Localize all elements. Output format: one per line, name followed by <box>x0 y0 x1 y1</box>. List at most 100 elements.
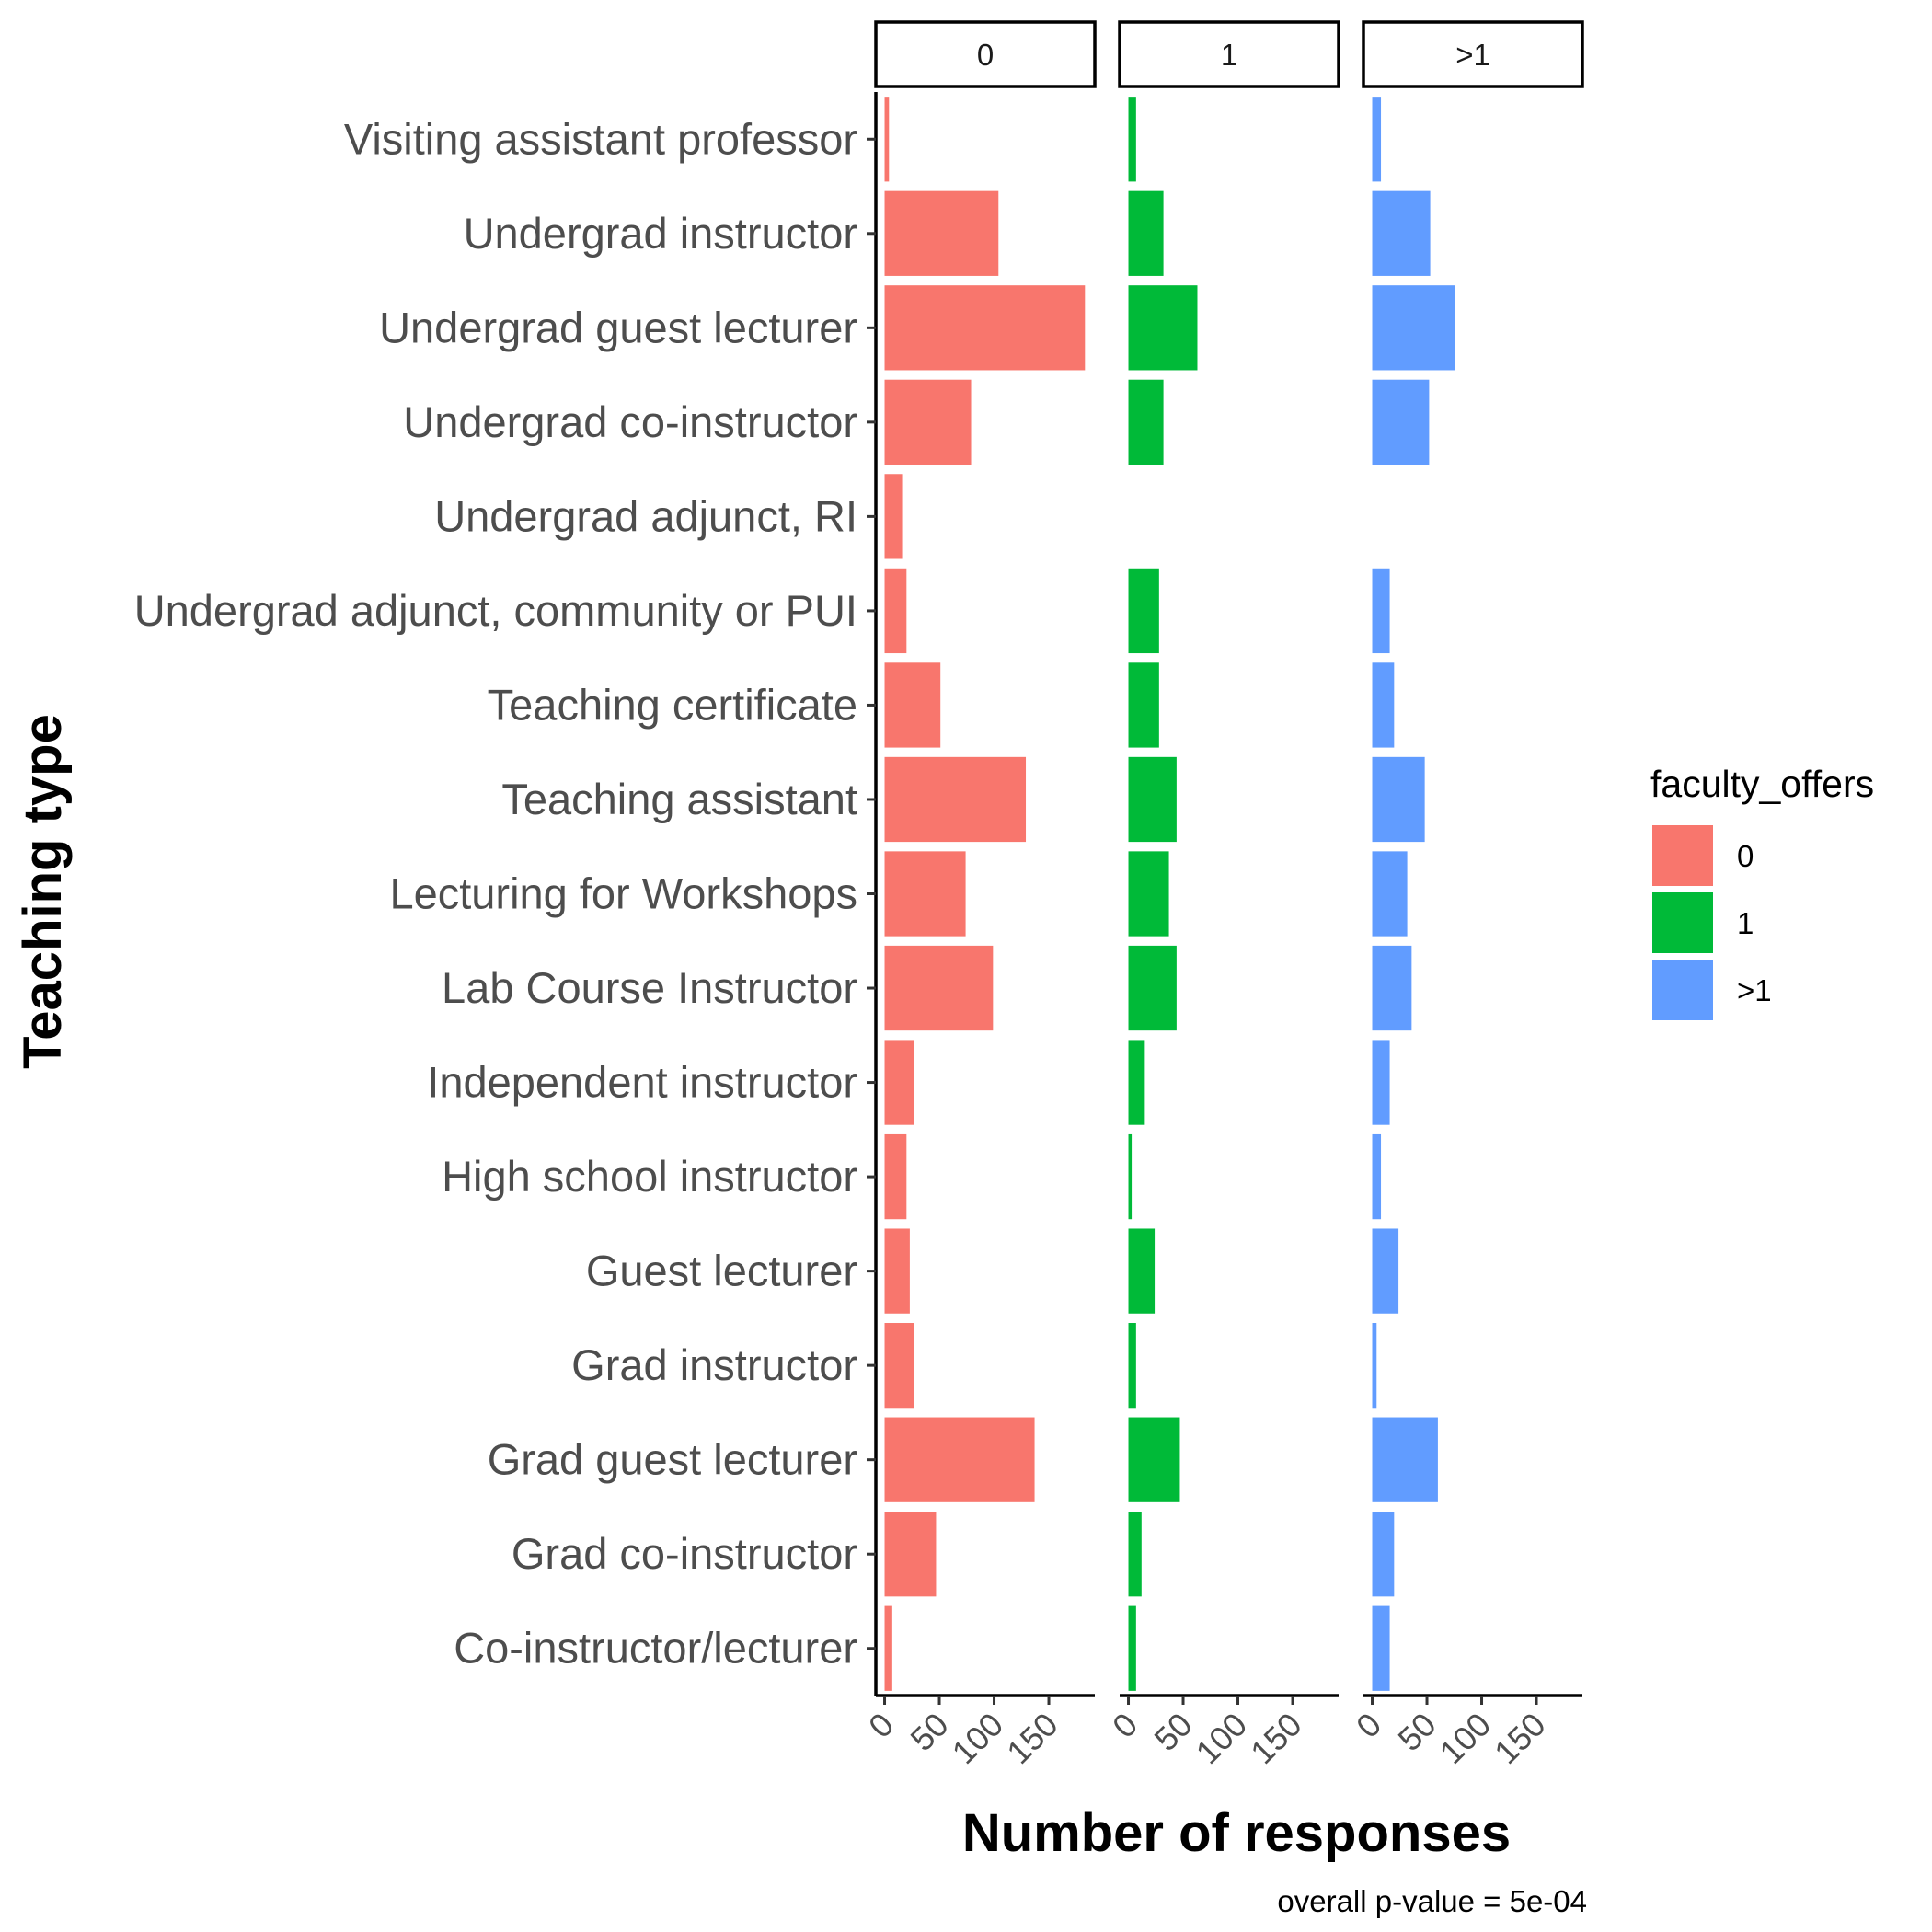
bar <box>1372 190 1431 276</box>
bar <box>1128 97 1136 182</box>
category-label: Lab Course Instructor <box>442 963 857 1012</box>
legend: faculty_offers 0 1 >1 <box>1650 763 1874 1020</box>
bar <box>1128 190 1164 276</box>
bar <box>884 945 994 1031</box>
bar <box>1128 662 1159 748</box>
bar <box>884 190 999 276</box>
x-axis-title: Number of responses <box>962 1803 1511 1863</box>
x-tick-label: 150 <box>1487 1706 1552 1771</box>
y-axis <box>867 92 878 1696</box>
category-label: Undergrad instructor <box>464 209 857 258</box>
facet-strip-box <box>874 20 1097 88</box>
y-axis-labels: Visiting assistant professor Undergrad in… <box>134 114 857 1672</box>
bar <box>884 474 903 559</box>
bar <box>1128 1417 1180 1502</box>
category-label: Grad guest lecturer <box>488 1435 857 1484</box>
bar <box>1372 1228 1399 1314</box>
legend-key <box>1652 825 1713 886</box>
bar <box>1372 1323 1377 1409</box>
bar <box>884 1323 914 1409</box>
bar <box>1372 1133 1382 1220</box>
category-label: Grad co-instructor <box>512 1529 857 1578</box>
bar <box>1372 1512 1395 1597</box>
bar <box>1128 1323 1136 1409</box>
bar <box>1128 945 1177 1031</box>
category-label: High school instructor <box>442 1152 857 1201</box>
bar <box>1128 379 1164 465</box>
category-label: Grad instructor <box>571 1340 857 1389</box>
category-label: Undergrad adjunct, community or PUI <box>134 586 857 635</box>
bars <box>884 97 1455 1691</box>
bar <box>1128 1228 1156 1314</box>
x-tick-label: 0 <box>1349 1706 1388 1745</box>
bar <box>1372 568 1390 654</box>
facet-strips: 0 1 >1 <box>874 20 1584 88</box>
bar <box>884 1228 910 1314</box>
bar <box>884 285 1086 371</box>
bar <box>1372 662 1395 748</box>
bar <box>884 662 941 748</box>
bar <box>1372 97 1382 182</box>
category-label: Guest lecturer <box>586 1247 857 1295</box>
legend-label: >1 <box>1737 973 1772 1007</box>
bar <box>884 97 890 182</box>
bar <box>884 1512 937 1597</box>
x-tick-label: 0 <box>1105 1706 1144 1745</box>
bar <box>884 379 972 465</box>
facet-strip: 0 <box>874 20 1097 88</box>
legend-title: faculty_offers <box>1650 763 1874 805</box>
bar <box>1372 851 1408 937</box>
category-label: Co-instructor/lecturer <box>454 1624 857 1673</box>
x-tick-label: 100 <box>945 1706 1010 1771</box>
bar <box>884 1040 914 1125</box>
bar <box>1128 568 1159 654</box>
bar <box>1128 1133 1133 1220</box>
legend-key <box>1652 960 1713 1020</box>
bar <box>884 1133 907 1220</box>
x-tick-label: 50 <box>1390 1706 1443 1758</box>
category-label: Teaching assistant <box>501 775 857 823</box>
facet-strip-label: >1 <box>1455 38 1490 72</box>
x-tick-label: 50 <box>1146 1706 1199 1758</box>
bar <box>1372 285 1455 371</box>
bar <box>884 1605 892 1691</box>
bar <box>884 568 907 654</box>
legend-key <box>1652 892 1713 953</box>
x-tick-label: 100 <box>1189 1706 1254 1771</box>
legend-label: 1 <box>1737 906 1754 940</box>
bar <box>1372 1417 1438 1502</box>
bar <box>1372 945 1412 1031</box>
category-label: Teaching certificate <box>488 680 857 729</box>
bar <box>1128 285 1198 371</box>
x-tick-label: 100 <box>1432 1706 1498 1771</box>
bar <box>884 1417 1035 1502</box>
x-tick-label: 50 <box>903 1706 955 1758</box>
category-label: Undergrad guest lecturer <box>379 303 857 351</box>
bar <box>1128 1512 1142 1597</box>
y-axis-title: Teaching type <box>13 714 73 1069</box>
bar <box>1128 851 1169 937</box>
bar <box>1372 379 1430 465</box>
x-tick-label: 0 <box>861 1706 901 1745</box>
facet-strip: >1 <box>1362 20 1584 88</box>
facet-strip: 1 <box>1118 20 1340 88</box>
bar <box>1372 1605 1390 1691</box>
facet-strip-label: 1 <box>1221 38 1237 72</box>
bar <box>1128 1605 1136 1691</box>
x-tick-label: 150 <box>1243 1706 1308 1771</box>
facet-strip-label: 0 <box>977 38 994 72</box>
bar <box>884 756 1027 843</box>
category-label: Independent instructor <box>427 1058 857 1107</box>
bar <box>884 851 966 937</box>
bar <box>1128 1040 1145 1125</box>
bar <box>1128 756 1177 843</box>
category-label: Visiting assistant professor <box>344 114 857 163</box>
facet-strip-box <box>1118 20 1340 88</box>
category-label: Undergrad adjunct, RI <box>434 491 857 540</box>
bar <box>1372 756 1425 843</box>
